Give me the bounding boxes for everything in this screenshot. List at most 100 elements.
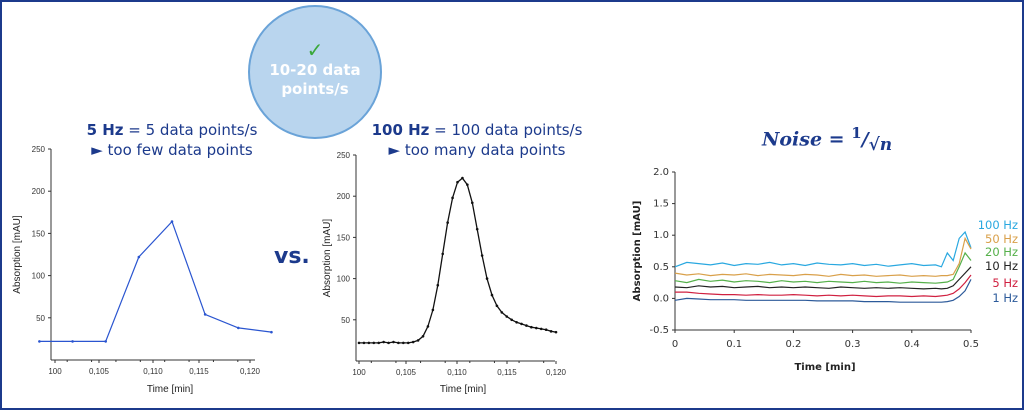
data-point xyxy=(397,341,400,345)
bubble-line-2: points/s xyxy=(281,80,349,98)
x-tick-label: 0,120 xyxy=(240,367,261,376)
series-line-10hz xyxy=(674,266,972,290)
series-line xyxy=(359,177,557,344)
bubble-line-1: 10-20 data xyxy=(269,61,361,79)
y-tick-label: 0.0 xyxy=(653,293,669,304)
x-tick-label: 0,115 xyxy=(189,367,209,376)
noise-slash: / xyxy=(861,128,869,151)
y-tick-label: 200 xyxy=(337,192,351,201)
series-line-1hz xyxy=(674,279,972,303)
y-tick-label: 100 xyxy=(32,272,46,281)
y-tick-label: 100 xyxy=(337,275,351,284)
check-icon: ✓ xyxy=(306,38,324,62)
data-point xyxy=(461,176,464,180)
x-tick-label: 0.3 xyxy=(845,339,861,350)
data-point xyxy=(535,326,538,330)
data-point xyxy=(402,341,405,345)
y-axis-label: Absorption [mAU] xyxy=(322,219,333,298)
x-tick-label: 0.2 xyxy=(785,339,801,350)
y-tick-label: -0.5 xyxy=(649,325,669,336)
data-point xyxy=(490,293,494,297)
y-axis-label: Absorption [mAU] xyxy=(632,201,643,302)
x-tick-label: 0,120 xyxy=(546,368,567,377)
data-point xyxy=(436,283,440,287)
data-point xyxy=(411,340,415,344)
series-line-5hz xyxy=(675,274,972,298)
x-tick-label: 0,110 xyxy=(447,368,467,377)
x-axis-label: Time [min] xyxy=(794,362,855,373)
legend-entry: 100 Hz xyxy=(978,218,1018,232)
y-tick-label: 200 xyxy=(32,187,46,196)
data-point xyxy=(137,255,141,259)
data-point xyxy=(485,277,489,280)
data-point xyxy=(544,328,548,331)
data-point xyxy=(475,227,479,231)
data-point xyxy=(549,330,553,333)
data-point xyxy=(367,341,371,345)
recommended-rate-bubble: ✓ 10-20 data points/s xyxy=(248,5,382,139)
data-point xyxy=(377,341,381,345)
data-point xyxy=(495,304,499,308)
y-tick-label: 1.0 xyxy=(653,230,669,241)
heading-5hz-bold: 5 Hz xyxy=(86,121,124,139)
y-tick-label: 150 xyxy=(337,233,351,242)
data-point xyxy=(466,183,469,186)
x-tick-label: 100 xyxy=(48,367,62,376)
noise-denominator: √n xyxy=(868,135,893,156)
y-tick-label: 250 xyxy=(32,145,46,154)
x-tick-label: 0 xyxy=(672,339,678,350)
data-point xyxy=(426,325,430,328)
x-tick-label: 0.4 xyxy=(904,339,920,350)
data-point xyxy=(237,326,240,330)
heading-5hz: 5 Hz = 5 data points/s ► too few data po… xyxy=(72,120,272,160)
y-axis-label: Absorption [mAU] xyxy=(12,215,23,294)
data-point xyxy=(470,201,474,205)
series-line-100hz xyxy=(674,230,972,268)
x-tick-label: 0,105 xyxy=(89,367,110,376)
data-point xyxy=(451,196,454,200)
data-point xyxy=(525,324,528,327)
data-point xyxy=(170,220,174,223)
y-tick-label: 250 xyxy=(337,151,351,160)
heading-100hz-rest: = 100 data points/s xyxy=(429,121,583,139)
data-point xyxy=(441,252,445,256)
data-point xyxy=(357,341,361,345)
data-point xyxy=(480,254,484,257)
heading-100hz-bold: 100 Hz xyxy=(371,121,430,139)
data-point xyxy=(421,334,425,338)
vs-label: vs. xyxy=(274,244,310,269)
x-axis-label: Time [min] xyxy=(147,384,194,395)
y-tick-label: 2.0 xyxy=(653,167,669,178)
series-line-50hz xyxy=(674,236,972,277)
x-tick-label: 0.5 xyxy=(963,339,979,350)
data-point xyxy=(387,341,390,345)
legend-entry: 5 Hz xyxy=(992,276,1018,290)
data-point xyxy=(203,313,207,316)
data-point xyxy=(515,320,518,324)
x-tick-label: 100 xyxy=(352,368,366,377)
data-point xyxy=(372,341,376,345)
x-axis-label: Time [min] xyxy=(440,384,487,395)
data-point xyxy=(500,311,504,314)
y-tick-label: 50 xyxy=(341,316,350,325)
data-point xyxy=(362,341,366,345)
heading-100hz: 100 Hz = 100 data points/s ► too many da… xyxy=(367,120,587,160)
legend-entry: 10 Hz xyxy=(985,259,1018,273)
legend-entry: 20 Hz xyxy=(985,245,1018,259)
noise-numerator: 1 xyxy=(851,124,862,142)
x-tick-label: 0.1 xyxy=(726,339,742,350)
series-line-20hz xyxy=(674,251,972,284)
data-point xyxy=(554,330,558,334)
y-tick-label: 1.5 xyxy=(653,199,669,210)
data-point xyxy=(505,315,509,318)
heading-5hz-rest: = 5 data points/s xyxy=(123,121,258,139)
data-point xyxy=(104,340,107,343)
noise-lhs: Noise = xyxy=(762,128,852,151)
legend-entry: 50 Hz xyxy=(985,232,1018,246)
y-tick-label: 150 xyxy=(32,229,46,238)
y-tick-label: 0.5 xyxy=(653,262,669,273)
x-tick-label: 0,115 xyxy=(497,368,517,377)
noise-formula: Noise = 1/√n xyxy=(762,124,892,155)
x-tick-label: 0,110 xyxy=(143,367,163,376)
